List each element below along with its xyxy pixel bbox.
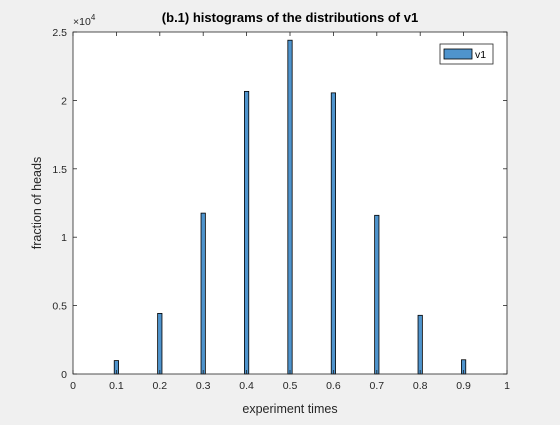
legend-label-v1: v1 <box>475 49 486 61</box>
x-tick-label-9: 0.9 <box>456 380 471 392</box>
bar-v1-0.3 <box>200 212 206 375</box>
x-ticks-group: 0 0.1 0.2 0.3 0.4 0.5 0.6 0.7 0.8 0.9 1 <box>70 32 510 392</box>
bar-v1-0.8 <box>417 314 423 375</box>
legend: v1 <box>439 43 494 65</box>
y-tick-label-0: 0 <box>61 369 67 381</box>
bar-v1-0.7 <box>374 214 380 375</box>
x-tick-label-7: 0.7 <box>369 380 384 392</box>
chart-title: (b.1) histograms of the distributions of… <box>162 10 418 25</box>
y-axis-label: fraction of heads <box>30 157 44 249</box>
bar-v1-0.2 <box>157 312 163 375</box>
y-tick-label-4: 2 <box>61 95 67 107</box>
x-tick-label-0: 0 <box>70 380 76 392</box>
y-exponent-base: ×10 <box>73 16 91 28</box>
bar-v1-0.6 <box>330 92 336 375</box>
bar-v1-0.5 <box>287 39 293 375</box>
x-tick-label-10: 1 <box>504 380 510 392</box>
y-exponent-power: 4 <box>91 13 96 22</box>
x-tick-label-3: 0.3 <box>196 380 211 392</box>
x-tick-label-8: 0.8 <box>413 380 428 392</box>
y-tick-label-5: 2.5 <box>52 27 67 39</box>
x-tick-label-1: 0.1 <box>109 380 124 392</box>
y-exponent-label: ×104 <box>73 13 96 28</box>
x-tick-label-2: 0.2 <box>152 380 167 392</box>
x-tick-label-6: 0.6 <box>326 380 341 392</box>
y-tick-label-3: 1.5 <box>52 164 67 176</box>
x-tick-label-5: 0.5 <box>283 380 298 392</box>
legend-swatch-v1 <box>443 48 473 60</box>
bar-v1-0.4 <box>244 90 250 375</box>
y-tick-label-1: 0.5 <box>52 301 67 313</box>
y-tick-label-2: 1 <box>61 232 67 244</box>
x-axis-label: experiment times <box>242 402 337 416</box>
y-ticks-group: 0 0.5 1 1.5 2 2.5 <box>52 27 507 381</box>
x-tick-label-4: 0.4 <box>239 380 254 392</box>
